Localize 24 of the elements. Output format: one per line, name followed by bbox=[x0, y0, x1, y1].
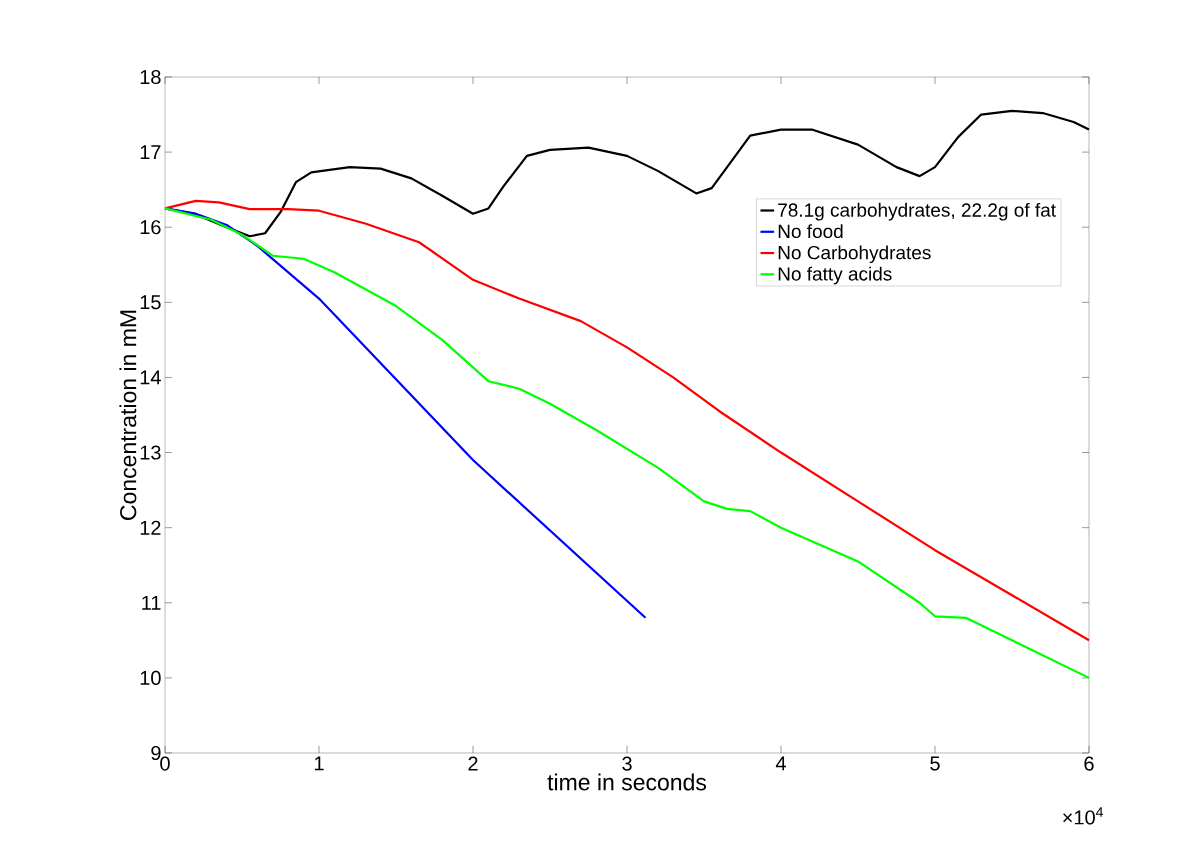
y-tick-label: 11 bbox=[142, 595, 161, 610]
legend-label: No fatty acids bbox=[778, 266, 892, 285]
x-axis-title: time in seconds bbox=[547, 773, 707, 791]
y-tick-label: 9 bbox=[151, 745, 161, 761]
legend-label: 78.1g carbohydrates, 22.2g of fat bbox=[778, 202, 1056, 221]
y-axis-title: Concentration in mM bbox=[119, 310, 137, 520]
legend-label: No Carbohydrates bbox=[778, 245, 931, 264]
y-tick-label: 17 bbox=[140, 145, 161, 159]
legend-label: No food bbox=[778, 224, 843, 239]
x-tick-label: 5 bbox=[930, 756, 940, 771]
y-tick-label: 18 bbox=[140, 69, 161, 85]
y-tick-label: 12 bbox=[140, 520, 161, 535]
y-tick-label: 13 bbox=[140, 445, 161, 460]
y-tick-label: 14 bbox=[140, 370, 161, 385]
text: ×10$^{4}$ bbox=[1063, 807, 1104, 825]
x-tick-label: 1 bbox=[314, 756, 324, 771]
y-tick-label: 15 bbox=[140, 295, 161, 310]
y-tick-label: 10 bbox=[140, 670, 161, 685]
x-tick-label: 2 bbox=[468, 756, 478, 771]
x-tick-label: 0 bbox=[160, 756, 170, 771]
y-tick-label: 16 bbox=[140, 220, 161, 235]
x-tick-label: 6 bbox=[1084, 756, 1094, 771]
x-tick-label: 3 bbox=[622, 756, 632, 771]
x-tick-label: 4 bbox=[775, 756, 786, 771]
